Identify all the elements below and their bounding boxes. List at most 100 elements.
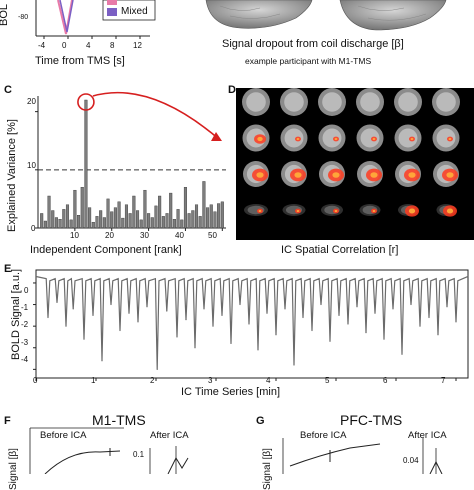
slice-anatomy-inner <box>246 92 266 112</box>
signal-dropout-point <box>230 342 232 345</box>
panel-c-bar <box>113 207 117 229</box>
signal-dropout-point <box>374 312 376 314</box>
signal-dropout-point <box>266 312 268 314</box>
ic-activation-core <box>446 208 454 214</box>
panel-g-before-curve <box>289 443 381 467</box>
signal-dropout-point <box>446 306 448 308</box>
signal-dropout-point <box>455 321 457 323</box>
panel-c-bar <box>132 195 136 229</box>
panel-c-bar <box>202 181 206 229</box>
signal-dropout-point <box>419 325 421 327</box>
panel-c-bar <box>220 201 224 229</box>
panel-g-plot <box>282 438 443 474</box>
panel-c-bar <box>121 217 125 229</box>
panel-c-xtick: 50 <box>208 231 217 240</box>
panel-c-bar <box>136 210 140 229</box>
signal-dropout-point <box>248 323 250 325</box>
panel-c-bar <box>154 205 158 229</box>
panel-c-xtick: 10 <box>70 231 79 240</box>
ic-activation-core <box>372 209 376 213</box>
highlight-circle <box>77 93 95 111</box>
panel-c-xlabel: Independent Component [rank] <box>30 244 182 256</box>
panel-e-ytick: -4 <box>21 355 29 364</box>
ic-activation-core <box>294 172 302 178</box>
slice-anatomy-inner <box>284 128 304 148</box>
signal-dropout-point <box>101 360 103 362</box>
signal-dropout-point <box>320 303 322 306</box>
panel-a-xtick: 4 <box>86 41 91 50</box>
signal-dropout-point <box>401 353 403 355</box>
signal-dropout-point <box>137 321 139 323</box>
signal-dropout-point <box>347 323 349 325</box>
signal-dropout-point <box>239 303 241 306</box>
signal-dropout-point <box>47 316 49 319</box>
panel-c-bar <box>65 204 70 229</box>
panel-e-xtick: 7 <box>441 376 446 385</box>
panel-e-chart <box>33 269 469 381</box>
ic-activation-core <box>296 137 300 141</box>
panel-c-bar <box>88 207 92 229</box>
panel-c-bar <box>106 198 110 229</box>
signal-dropout-point <box>275 334 277 336</box>
slice-anatomy-inner <box>322 128 342 148</box>
panel-b-title: Signal dropout from coil discharge [β] <box>222 38 404 50</box>
signal-dropout-point <box>156 368 158 370</box>
panel-c-bar <box>183 187 187 229</box>
panel-e-xtick: 2 <box>150 376 155 385</box>
signal-dropout-point <box>302 316 304 319</box>
panel-f-after-curve <box>167 456 189 474</box>
slice-anatomy-inner <box>436 128 456 148</box>
ic-activation-core <box>372 137 376 141</box>
panel-c-bar <box>117 201 121 229</box>
panel-c-bar <box>95 216 99 229</box>
panel-c-bar <box>73 189 77 229</box>
panel-c-bar <box>124 204 128 229</box>
panel-c-bar <box>43 220 47 229</box>
panel-c-bar <box>165 213 169 229</box>
panel-c-bar <box>198 216 202 229</box>
slice-anatomy <box>282 204 306 216</box>
highlight-arrowhead <box>211 132 222 141</box>
brain-right-render <box>339 0 447 31</box>
signal-dropout-point <box>128 312 130 314</box>
signal-dropout-point <box>65 325 67 327</box>
panel-c-bar <box>54 217 58 229</box>
panel-c-bar <box>80 187 84 229</box>
panel-e-ytick: -2 <box>21 320 29 329</box>
signal-dropout-point <box>392 308 394 310</box>
panel-b-subtitle: example participant with M1-TMS <box>245 56 372 66</box>
slice-anatomy <box>244 204 268 216</box>
panel-e-xtick: 4 <box>266 376 271 385</box>
panel-c-bar <box>217 203 221 229</box>
signal-dropout-point <box>176 336 178 338</box>
panel-c-bar <box>77 214 81 229</box>
ic-activation-core <box>408 208 416 214</box>
slice-anatomy-inner <box>322 92 342 112</box>
panel-c-bar <box>58 219 62 229</box>
panel-f-before-curve <box>44 450 121 474</box>
panel-c-bar <box>169 192 173 229</box>
signal-dropout-point <box>221 314 223 316</box>
panel-a-xtick: -4 <box>38 41 46 50</box>
panel-g-letter: G <box>256 415 265 427</box>
ic-slices <box>242 88 460 217</box>
panel-c-bar <box>213 211 217 229</box>
panel-c-bar <box>91 221 95 229</box>
signal-dropout-point <box>212 325 214 327</box>
slice-anatomy-inner <box>398 92 418 112</box>
signal-dropout-point <box>110 303 112 306</box>
panel-c-bar <box>158 195 162 229</box>
panel-c-bar <box>180 219 184 229</box>
signal-dropout-point <box>356 306 358 308</box>
panel-c-bar <box>51 210 55 229</box>
panel-c-bar <box>172 219 176 229</box>
ic-activation-core <box>334 137 338 141</box>
brain-left-render <box>205 0 313 29</box>
slice-anatomy-inner <box>360 92 380 112</box>
ic-activation-core <box>370 172 378 178</box>
panel-e-xtick: 1 <box>91 376 96 385</box>
panel-e-xtick: 0 <box>33 376 38 385</box>
ic-activation-core <box>446 172 454 178</box>
signal-dropout-point <box>56 301 58 303</box>
signal-dropout-point <box>428 316 430 319</box>
